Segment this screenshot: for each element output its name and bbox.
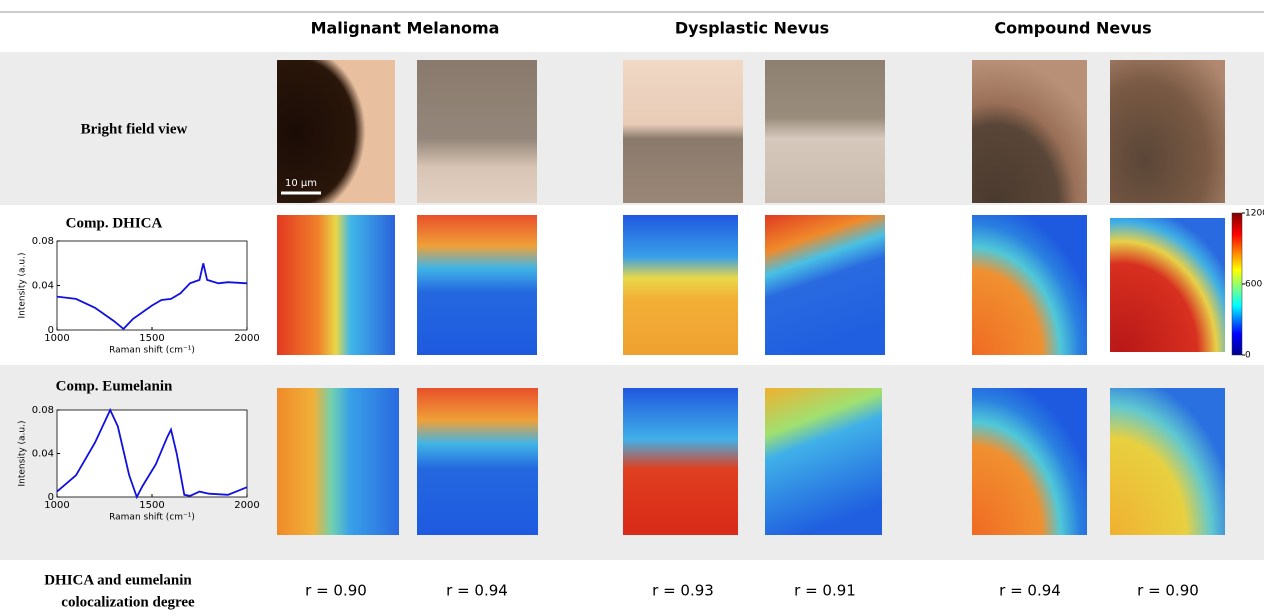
scale-bar-label: 10 µm (285, 178, 317, 189)
row-label: DHICA and eumelanin (44, 572, 192, 588)
row-label: Bright field view (81, 121, 188, 137)
colorbar-tick-label: 0 (1245, 351, 1251, 361)
column-header: Malignant Melanoma (311, 19, 500, 38)
y-axis-label: Intensity (a.u.) (18, 421, 28, 487)
row-label: Comp. Eumelanin (56, 378, 173, 394)
plot-frame (57, 241, 247, 330)
column-header: Compound Nevus (994, 19, 1151, 38)
raman-map (277, 388, 399, 535)
x-axis-label: Raman shift (cm⁻¹) (109, 346, 195, 356)
raman-map (623, 215, 738, 355)
micrograph (417, 60, 537, 203)
plot-frame (57, 410, 247, 497)
r-value: r = 0.90 (305, 582, 367, 600)
x-tick-label: 2000 (234, 500, 259, 511)
raman-map (417, 388, 538, 535)
r-value: r = 0.91 (794, 582, 856, 600)
x-tick-label: 1500 (139, 333, 164, 344)
raman-map (623, 388, 738, 535)
r-value: r = 0.94 (999, 582, 1061, 600)
raman-map (765, 215, 885, 355)
column-header: Dysplastic Nevus (675, 19, 829, 38)
figure: Malignant Melanoma Dysplastic Nevus Comp… (0, 0, 1264, 612)
raman-map (972, 388, 1087, 535)
r-value: r = 0.93 (652, 582, 714, 600)
micrograph (765, 60, 885, 203)
raman-map (1110, 388, 1225, 535)
y-tick-label: 0 (48, 492, 54, 503)
raman-map (1110, 218, 1225, 352)
x-tick-label: 2000 (234, 333, 259, 344)
page: Malignant Melanoma Dysplastic Nevus Comp… (0, 0, 1264, 612)
x-axis-label: Raman shift (cm⁻¹) (109, 513, 195, 523)
colorbar-tick-label: 1200 (1245, 209, 1264, 219)
raman-map (972, 215, 1087, 355)
colorbar-ticks: 0 600 1200 (1242, 209, 1264, 361)
y-tick-label: 0 (48, 325, 54, 336)
x-tick-label: 1500 (139, 500, 164, 511)
y-tick-label: 0.04 (32, 449, 54, 460)
raman-map (765, 388, 882, 535)
micrograph (972, 60, 1087, 203)
r-value: r = 0.94 (446, 582, 508, 600)
row-label: colocalization degree (61, 594, 195, 610)
micrograph (623, 60, 743, 203)
micrograph (1110, 60, 1225, 203)
y-tick-label: 0.08 (32, 405, 54, 416)
y-axis-label: Intensity (a.u.) (18, 253, 28, 319)
y-tick-label: 0.04 (32, 281, 54, 292)
r-values: r = 0.90 r = 0.94 r = 0.93 r = 0.91 r = 0.94… (305, 582, 1199, 600)
colorbar-tick-label: 600 (1245, 280, 1262, 290)
r-value: r = 0.90 (1137, 582, 1199, 600)
y-tick-label: 0.08 (32, 236, 54, 247)
colorbar (1232, 213, 1242, 355)
raman-map (417, 215, 537, 355)
raman-map (277, 215, 395, 355)
row-label: Comp. DHICA (66, 215, 163, 231)
